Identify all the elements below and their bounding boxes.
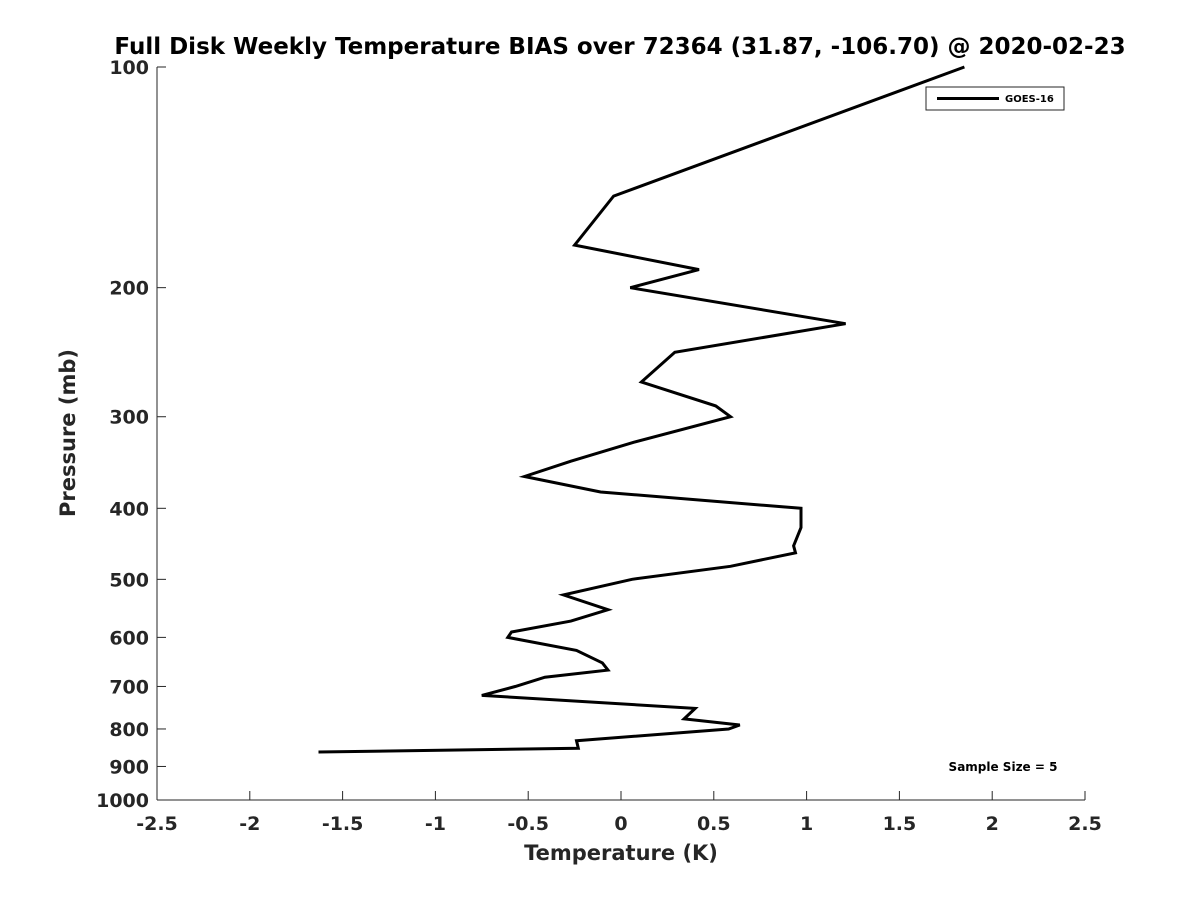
- x-tick-label: -2: [239, 813, 260, 835]
- y-tick-label: 800: [109, 719, 149, 741]
- x-tick-label: 0.5: [697, 813, 731, 835]
- x-axis-ticks: -2.5 -2 -1.5 -1 -0.5 0 0.5 1 1.5 2 2.5: [136, 791, 1102, 835]
- y-tick-label: 100: [109, 57, 149, 79]
- x-tick-label: -1: [425, 813, 446, 835]
- y-tick-label: 700: [109, 676, 149, 698]
- y-axis-ticks: 100 200 300 400 500 600 700 800 900 1000: [96, 57, 166, 812]
- series-line-goes-16: [318, 65, 965, 754]
- x-tick-label: -0.5: [507, 813, 549, 835]
- y-tick-label: 300: [109, 407, 149, 429]
- x-tick-label: 1: [800, 813, 813, 835]
- x-tick-label: 2: [986, 813, 999, 835]
- sample-size-annotation: Sample Size = 5: [949, 760, 1058, 774]
- y-tick-label: 200: [109, 278, 149, 300]
- x-tick-label: 2.5: [1068, 813, 1102, 835]
- chart-title: Full Disk Weekly Temperature BIAS over 7…: [114, 34, 1125, 60]
- series-layer: [318, 65, 965, 754]
- plot-area: [157, 67, 1085, 800]
- legend: GOES-16: [925, 86, 1065, 111]
- y-tick-label: 400: [109, 498, 149, 520]
- x-tick-label: 0: [614, 813, 627, 835]
- x-axis-label: Temperature (K): [524, 841, 718, 865]
- y-tick-label: 1000: [96, 790, 149, 812]
- x-tick-label: -2.5: [136, 813, 178, 835]
- x-tick-label: 1.5: [883, 813, 917, 835]
- y-tick-label: 500: [109, 569, 149, 591]
- y-axis-label: Pressure (mb): [56, 349, 80, 517]
- legend-label-goes-16: GOES-16: [1005, 94, 1054, 105]
- x-tick-label: -1.5: [322, 813, 364, 835]
- y-tick-label: 600: [109, 627, 149, 649]
- y-tick-label: 900: [109, 756, 149, 778]
